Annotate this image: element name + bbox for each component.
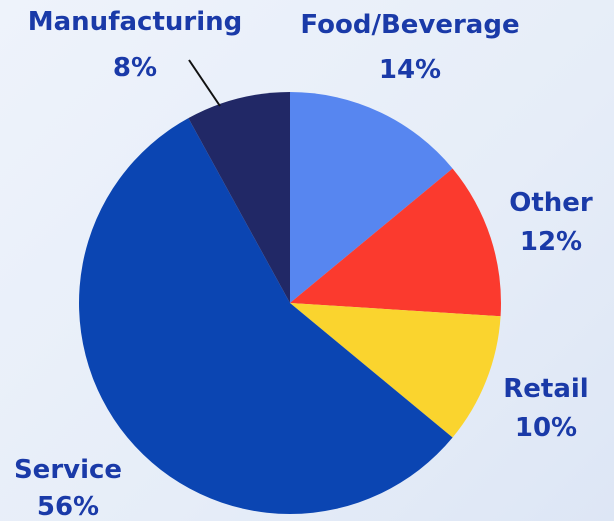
manufacturing-leader-line [188, 59, 221, 107]
slice-label-retail: Retail [503, 374, 588, 404]
slice-label-manufacturing: Manufacturing [28, 7, 243, 37]
slice-percent-other: 12% [520, 227, 582, 257]
slice-percent-manufacturing: 8% [113, 53, 157, 83]
pie-slice-retail [290, 303, 501, 438]
slice-label-other: Other [509, 188, 593, 218]
slice-label-food-beverage: Food/Beverage [300, 10, 519, 40]
slice-percent-service: 56% [37, 492, 99, 521]
pie-slice-food-beverage [290, 92, 453, 303]
pie-slice-other [290, 168, 501, 317]
pie-slice-manufacturing [188, 92, 290, 303]
pie-slice-service [79, 118, 453, 514]
slice-percent-food-beverage: 14% [379, 55, 441, 85]
slice-percent-retail: 10% [515, 413, 577, 443]
pie-slices [79, 92, 501, 514]
slice-label-service: Service [14, 455, 122, 485]
